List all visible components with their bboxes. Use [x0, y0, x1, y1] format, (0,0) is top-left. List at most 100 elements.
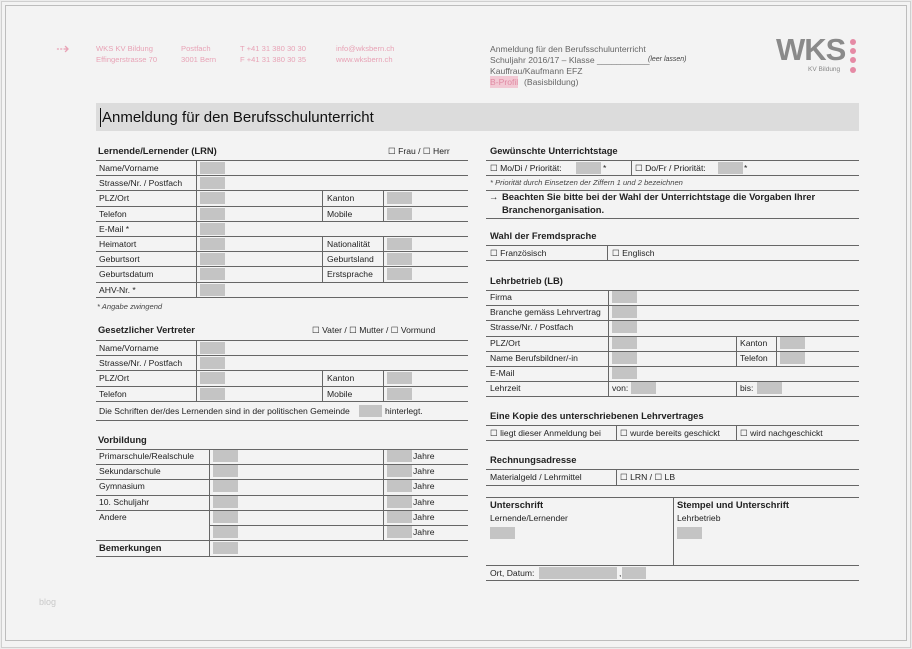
input-field[interactable]	[200, 357, 225, 370]
kopie-beiliegend-checkbox[interactable]: ☐ liegt dieser Anmeldung bei	[490, 428, 601, 438]
rechnung-checkboxes[interactable]: ☐ LRN / ☐ LB	[620, 472, 676, 482]
column-divider	[322, 370, 323, 386]
hint-text: Beachten Sie bitte bei der Wahl der Unte…	[502, 191, 816, 202]
input-field[interactable]	[200, 253, 225, 266]
input-field[interactable]	[387, 238, 412, 250]
input-field[interactable]	[200, 283, 225, 296]
input-field[interactable]	[213, 542, 238, 554]
asterisk: *	[603, 163, 607, 173]
input-field[interactable]	[387, 207, 412, 220]
jahre-label: Jahre	[413, 496, 435, 507]
wks-logo: WKS	[776, 32, 846, 67]
input-field[interactable]	[631, 382, 656, 395]
column-divider	[196, 340, 197, 401]
unterschrift-title: Unterschrift	[490, 499, 544, 510]
field-label: E-Mail	[490, 368, 515, 378]
signature-lrn-field[interactable]	[490, 527, 515, 539]
englisch-checkbox[interactable]: ☐ Englisch	[612, 248, 655, 258]
input-field[interactable]	[387, 253, 412, 266]
input-field[interactable]	[200, 342, 225, 354]
input-field[interactable]	[213, 450, 238, 462]
field-label: Geburtsort	[99, 254, 140, 265]
row-divider	[96, 266, 468, 267]
page-border	[5, 5, 907, 641]
franzoesisch-checkbox[interactable]: ☐ Französisch	[490, 248, 547, 258]
input-field[interactable]	[200, 238, 225, 250]
input-field[interactable]	[387, 480, 412, 493]
column-divider	[776, 351, 777, 366]
input-field[interactable]	[612, 321, 637, 334]
input-field[interactable]	[612, 351, 637, 364]
input-field[interactable]	[200, 177, 225, 190]
input-field[interactable]	[200, 222, 225, 235]
datum-field[interactable]	[622, 567, 646, 579]
input-field[interactable]	[612, 367, 637, 379]
input-field[interactable]	[200, 162, 225, 174]
input-field[interactable]	[387, 387, 412, 400]
input-field[interactable]	[213, 465, 238, 478]
input-field[interactable]	[200, 192, 225, 205]
row-divider	[486, 305, 859, 306]
field-label: Strasse/Nr. / Postfach	[99, 178, 183, 189]
gemeinde-field[interactable]	[359, 405, 382, 417]
gender-checkboxes[interactable]: ☐ Frau / ☐ Herr	[388, 146, 450, 156]
jahre-label: Jahre	[413, 466, 435, 477]
input-field[interactable]	[780, 351, 805, 364]
input-field[interactable]	[200, 387, 225, 400]
vertreter-checkboxes[interactable]: ☐ Vater / ☐ Mutter / ☐ Vormund	[312, 325, 436, 335]
unterschrift-sub: Lernende/Lernender	[490, 513, 568, 523]
input-field[interactable]	[612, 306, 637, 319]
input-field[interactable]	[387, 510, 412, 523]
input-field[interactable]	[718, 162, 743, 174]
text-cursor	[100, 108, 101, 127]
ort-field[interactable]	[539, 567, 617, 579]
required-note: * Angabe zwingend	[97, 302, 163, 311]
row-divider	[96, 386, 468, 387]
row-divider	[96, 370, 468, 371]
input-field[interactable]	[213, 526, 238, 538]
field-label: Strasse/Nr. / Postfach	[99, 358, 183, 369]
row-divider	[486, 160, 859, 161]
column-divider	[776, 336, 777, 351]
kopie-geschickt-checkbox[interactable]: ☐ wurde bereits geschickt	[620, 428, 720, 438]
column-divider	[196, 160, 197, 297]
input-field[interactable]	[387, 268, 412, 281]
arrow-right-icon: →	[489, 191, 499, 202]
row-divider	[486, 440, 859, 441]
input-field[interactable]	[576, 162, 601, 174]
kopie-nachgeschickt-checkbox[interactable]: ☐ wird nachgeschickt	[740, 428, 823, 438]
schuljahr: Schuljahr 2016/17 – Klasse ___________	[490, 55, 650, 65]
input-field[interactable]	[387, 192, 412, 205]
input-field[interactable]	[213, 510, 238, 523]
input-field[interactable]	[757, 382, 782, 395]
input-field[interactable]	[387, 495, 412, 508]
row-divider	[486, 396, 859, 397]
input-field[interactable]	[200, 207, 225, 220]
row-divider	[96, 160, 468, 161]
field-label: PLZ/Ort	[99, 373, 130, 384]
mo-di-checkbox[interactable]: ☐ Mo/Di / Priorität:	[490, 163, 562, 173]
input-field[interactable]	[387, 372, 412, 385]
arrow-icon: ⇢	[56, 41, 70, 58]
column-divider	[736, 336, 737, 351]
input-field[interactable]	[780, 336, 805, 349]
input-field[interactable]	[612, 336, 637, 349]
input-field[interactable]	[387, 465, 412, 478]
input-field[interactable]	[200, 268, 225, 281]
input-field[interactable]	[387, 526, 412, 538]
header-phone: T +41 31 380 30 30	[240, 44, 306, 53]
row-divider	[96, 355, 468, 356]
input-field[interactable]	[213, 480, 238, 493]
row-divider	[486, 425, 859, 426]
input-field[interactable]	[213, 495, 238, 508]
row-divider	[486, 245, 859, 246]
row-divider	[96, 495, 468, 496]
schriften-text: hinterlegt.	[385, 406, 423, 416]
row-divider	[96, 297, 468, 298]
input-field[interactable]	[200, 372, 225, 385]
signature-lb-field[interactable]	[677, 527, 702, 539]
input-field[interactable]	[612, 291, 637, 303]
input-field[interactable]	[387, 450, 412, 462]
do-fr-checkbox[interactable]: ☐ Do/Fr / Priorität:	[635, 163, 706, 173]
field-label: Geburtsland	[327, 254, 374, 265]
